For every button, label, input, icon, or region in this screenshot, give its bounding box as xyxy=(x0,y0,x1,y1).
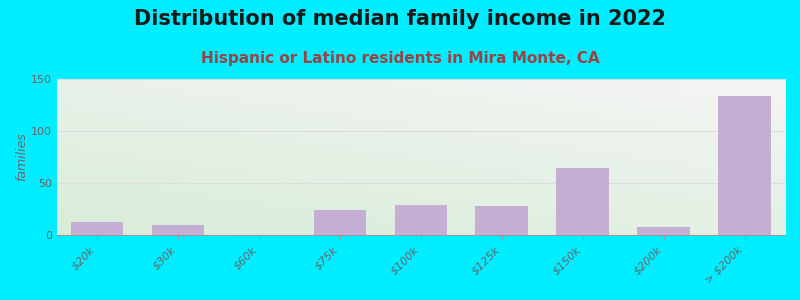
Bar xyxy=(394,205,447,235)
Y-axis label: families: families xyxy=(15,133,28,182)
Bar xyxy=(718,96,771,235)
Bar xyxy=(314,210,366,235)
Text: Hispanic or Latino residents in Mira Monte, CA: Hispanic or Latino residents in Mira Mon… xyxy=(201,51,599,66)
Text: Distribution of median family income in 2022: Distribution of median family income in … xyxy=(134,9,666,29)
Bar xyxy=(475,206,528,235)
Bar xyxy=(638,227,690,235)
Bar xyxy=(556,169,609,235)
Bar xyxy=(71,221,123,235)
Bar xyxy=(152,225,204,235)
